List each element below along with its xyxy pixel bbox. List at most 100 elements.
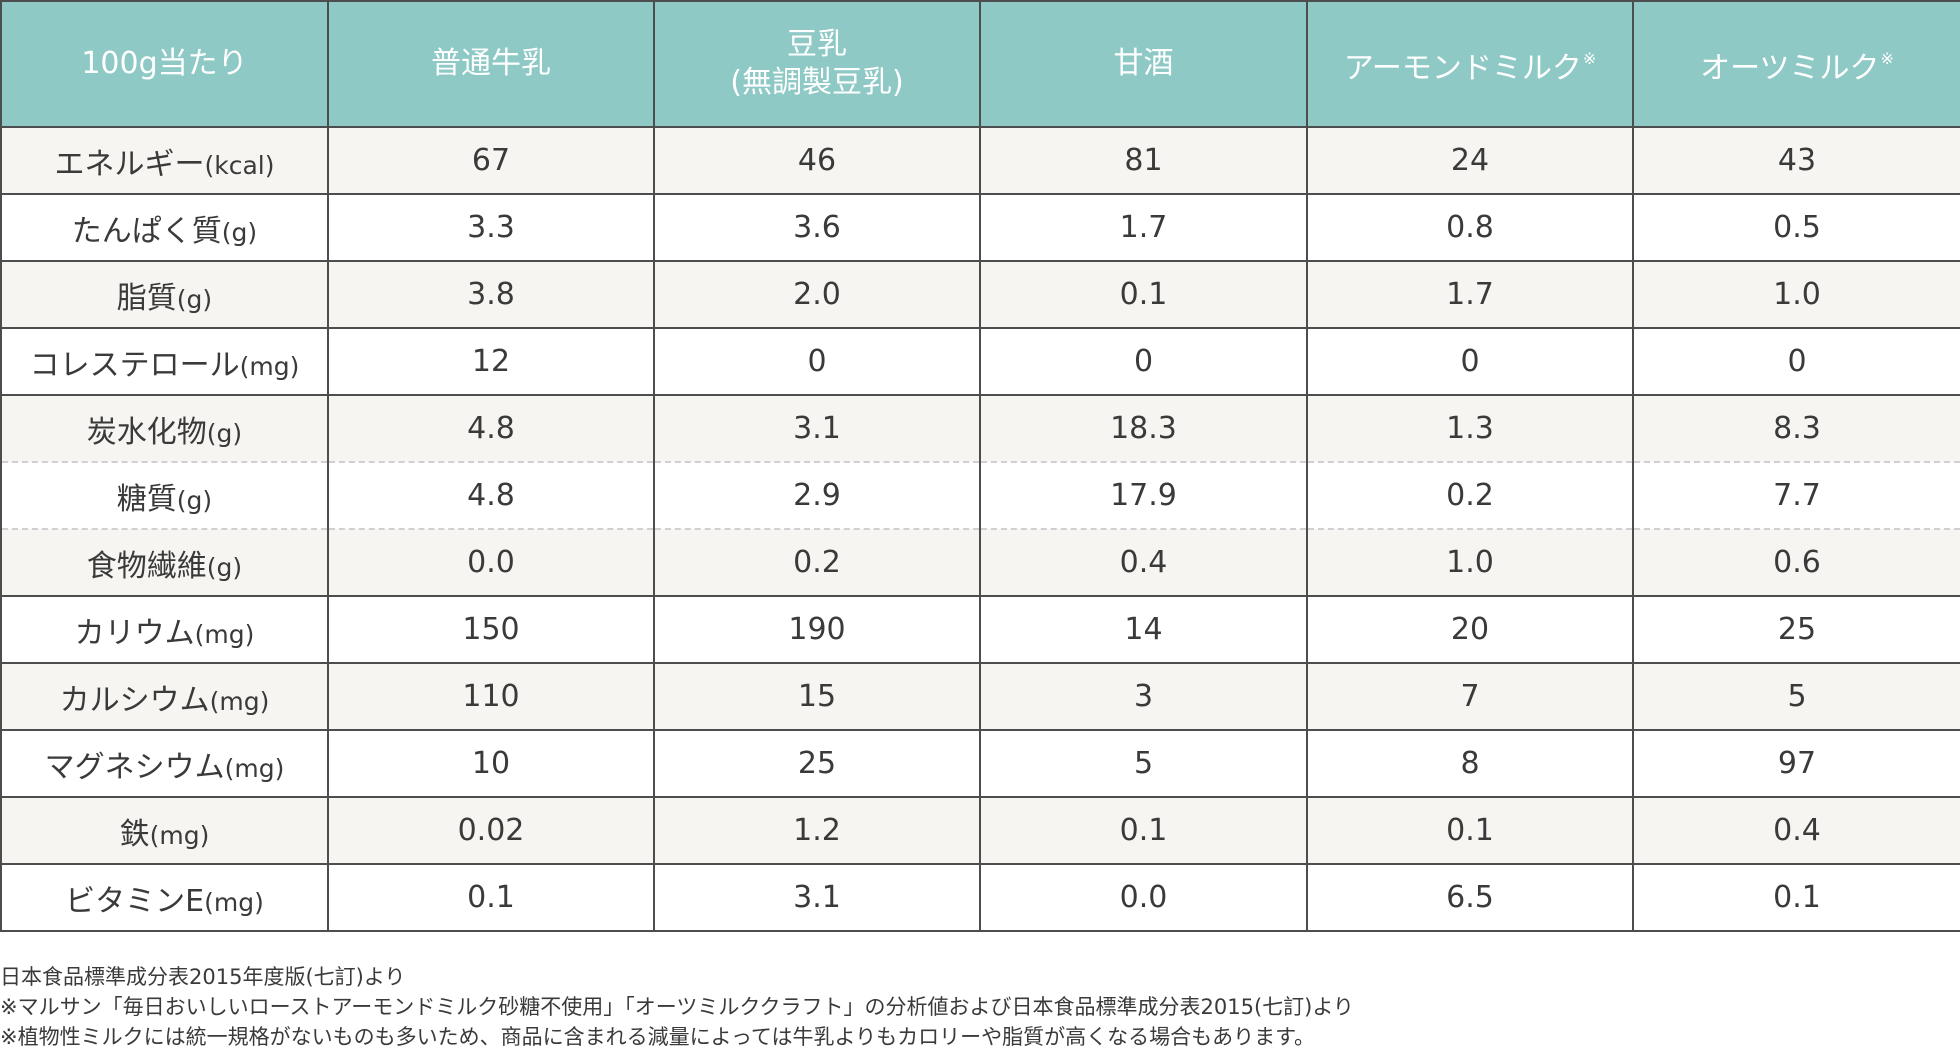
nutrition-table: 100g当たり 普通牛乳 豆乳 (無調製豆乳) 甘酒 アーモンドミルク※ オーツミ… <box>0 0 1960 932</box>
value-cell: 190 <box>653 595 981 664</box>
value-cell: 0.8 <box>1306 193 1634 262</box>
value-cell: 0.2 <box>1306 461 1634 530</box>
table-row: カルシウム(mg) 110 15 3 7 5 <box>0 662 1960 731</box>
nutrient-name: 鉄 <box>119 816 150 852</box>
nutrient-unit: (kcal) <box>204 150 275 180</box>
value-cell: 1.0 <box>1306 528 1634 597</box>
value-cell: 3.1 <box>653 863 981 932</box>
value-cell: 67 <box>327 126 655 195</box>
value-cell: 0.4 <box>1632 796 1960 865</box>
value-cell: 81 <box>979 126 1308 195</box>
value-cell: 0.0 <box>327 528 655 597</box>
nutrient-name: カリウム <box>74 615 195 651</box>
value-cell: 25 <box>653 729 981 798</box>
nutrient-unit: (mg) <box>209 686 270 716</box>
value-cell: 0.0 <box>979 863 1308 932</box>
nutrient-name: マグネシウム <box>44 749 225 785</box>
row-label: 糖質(g) <box>0 461 329 530</box>
value-cell: 43 <box>1632 126 1960 195</box>
value-cell: 0.1 <box>1306 796 1634 865</box>
table-row: 炭水化物(g) 4.8 3.1 18.3 1.3 8.3 <box>0 394 1960 463</box>
row-label: カルシウム(mg) <box>0 662 329 731</box>
value-cell: 3.6 <box>653 193 981 262</box>
nutrient-unit: (g) <box>221 217 258 247</box>
nutrient-unit: (mg) <box>224 753 285 783</box>
footnote-mark: ※ <box>1880 49 1894 68</box>
nutrient-name: ビタミンE <box>65 883 205 919</box>
value-cell: 46 <box>653 126 981 195</box>
value-cell: 15 <box>653 662 981 731</box>
row-label: エネルギー(kcal) <box>0 126 329 195</box>
value-cell: 110 <box>327 662 655 731</box>
value-cell: 1.7 <box>1306 260 1634 329</box>
value-cell: 3.1 <box>653 394 981 463</box>
value-cell: 1.7 <box>979 193 1308 262</box>
row-label: たんぱく質(g) <box>0 193 329 262</box>
nutrient-unit: (mg) <box>194 619 255 649</box>
table-body: エネルギー(kcal) 67 46 81 24 43 たんぱく質(g) 3.3 3.6 1.7 0.… <box>0 126 1960 932</box>
header-amazake: 甘酒 <box>979 0 1308 128</box>
header-row: 100g当たり 普通牛乳 豆乳 (無調製豆乳) 甘酒 アーモンドミルク※ オーツミ… <box>0 0 1960 128</box>
value-cell: 1.2 <box>653 796 981 865</box>
value-cell: 3 <box>979 662 1308 731</box>
value-cell: 0.1 <box>1632 863 1960 932</box>
table-row: エネルギー(kcal) 67 46 81 24 43 <box>0 126 1960 195</box>
value-cell: 4.8 <box>327 394 655 463</box>
value-cell: 1.3 <box>1306 394 1634 463</box>
value-cell: 12 <box>327 327 655 396</box>
value-cell: 5 <box>979 729 1308 798</box>
value-cell: 10 <box>327 729 655 798</box>
row-label: ビタミンE(mg) <box>0 863 329 932</box>
value-cell: 20 <box>1306 595 1634 664</box>
value-cell: 0.6 <box>1632 528 1960 597</box>
header-oat-milk: オーツミルク※ <box>1632 0 1960 128</box>
table-row: 鉄(mg) 0.02 1.2 0.1 0.1 0.4 <box>0 796 1960 865</box>
value-cell: 0.1 <box>979 796 1308 865</box>
table-row: コレステロール(mg) 12 0 0 0 0 <box>0 327 1960 396</box>
nutrient-name: コレステロール <box>29 347 240 383</box>
footnote-caution: ※植物性ミルクには統一規格がないものも多いため、商品に含まれる減量によっては牛乳… <box>0 1025 1315 1049</box>
header-label: 普通牛乳 <box>431 46 551 81</box>
value-cell: 7 <box>1306 662 1634 731</box>
header-soy-milk: 豆乳 (無調製豆乳) <box>653 0 981 128</box>
value-cell: 3.3 <box>327 193 655 262</box>
header-cow-milk: 普通牛乳 <box>327 0 655 128</box>
nutrient-unit: (mg) <box>149 820 210 850</box>
row-label: コレステロール(mg) <box>0 327 329 396</box>
value-cell: 0 <box>653 327 981 396</box>
table-row: たんぱく質(g) 3.3 3.6 1.7 0.8 0.5 <box>0 193 1960 262</box>
nutrient-name: カルシウム <box>59 682 210 718</box>
value-cell: 5 <box>1632 662 1960 731</box>
table-row: ビタミンE(mg) 0.1 3.1 0.0 6.5 0.1 <box>0 863 1960 932</box>
value-cell: 17.9 <box>979 461 1308 530</box>
nutrient-name: 糖質 <box>116 481 177 517</box>
row-label: 鉄(mg) <box>0 796 329 865</box>
value-cell: 6.5 <box>1306 863 1634 932</box>
nutrient-unit: (g) <box>206 418 243 448</box>
nutrient-name: 炭水化物 <box>86 414 207 450</box>
table-row: 脂質(g) 3.8 2.0 0.1 1.7 1.0 <box>0 260 1960 329</box>
row-label: 食物繊維(g) <box>0 528 329 597</box>
table-row: 食物繊維(g) 0.0 0.2 0.4 1.0 0.6 <box>0 528 1960 597</box>
value-cell: 150 <box>327 595 655 664</box>
value-cell: 8.3 <box>1632 394 1960 463</box>
nutrient-name: 脂質 <box>116 280 177 316</box>
footnote-mark: ※ <box>1582 49 1597 68</box>
value-cell: 18.3 <box>979 394 1308 463</box>
value-cell: 0 <box>1306 327 1634 396</box>
value-cell: 25 <box>1632 595 1960 664</box>
row-label: 炭水化物(g) <box>0 394 329 463</box>
table-header: 100g当たり 普通牛乳 豆乳 (無調製豆乳) 甘酒 アーモンドミルク※ オーツミ… <box>0 0 1960 128</box>
value-cell: 1.0 <box>1632 260 1960 329</box>
value-cell: 2.0 <box>653 260 981 329</box>
nutrient-name: たんぱく質 <box>71 213 222 249</box>
value-cell: 97 <box>1632 729 1960 798</box>
nutrient-unit: (g) <box>176 284 213 314</box>
value-cell: 0.4 <box>979 528 1308 597</box>
value-cell: 0.1 <box>979 260 1308 329</box>
row-label: 脂質(g) <box>0 260 329 329</box>
header-sublabel: (無調製豆乳) <box>730 65 904 100</box>
header-label: 100g当たり <box>81 46 248 81</box>
nutrient-name: 食物繊維 <box>86 548 207 584</box>
table-row: マグネシウム(mg) 10 25 5 8 97 <box>0 729 1960 798</box>
